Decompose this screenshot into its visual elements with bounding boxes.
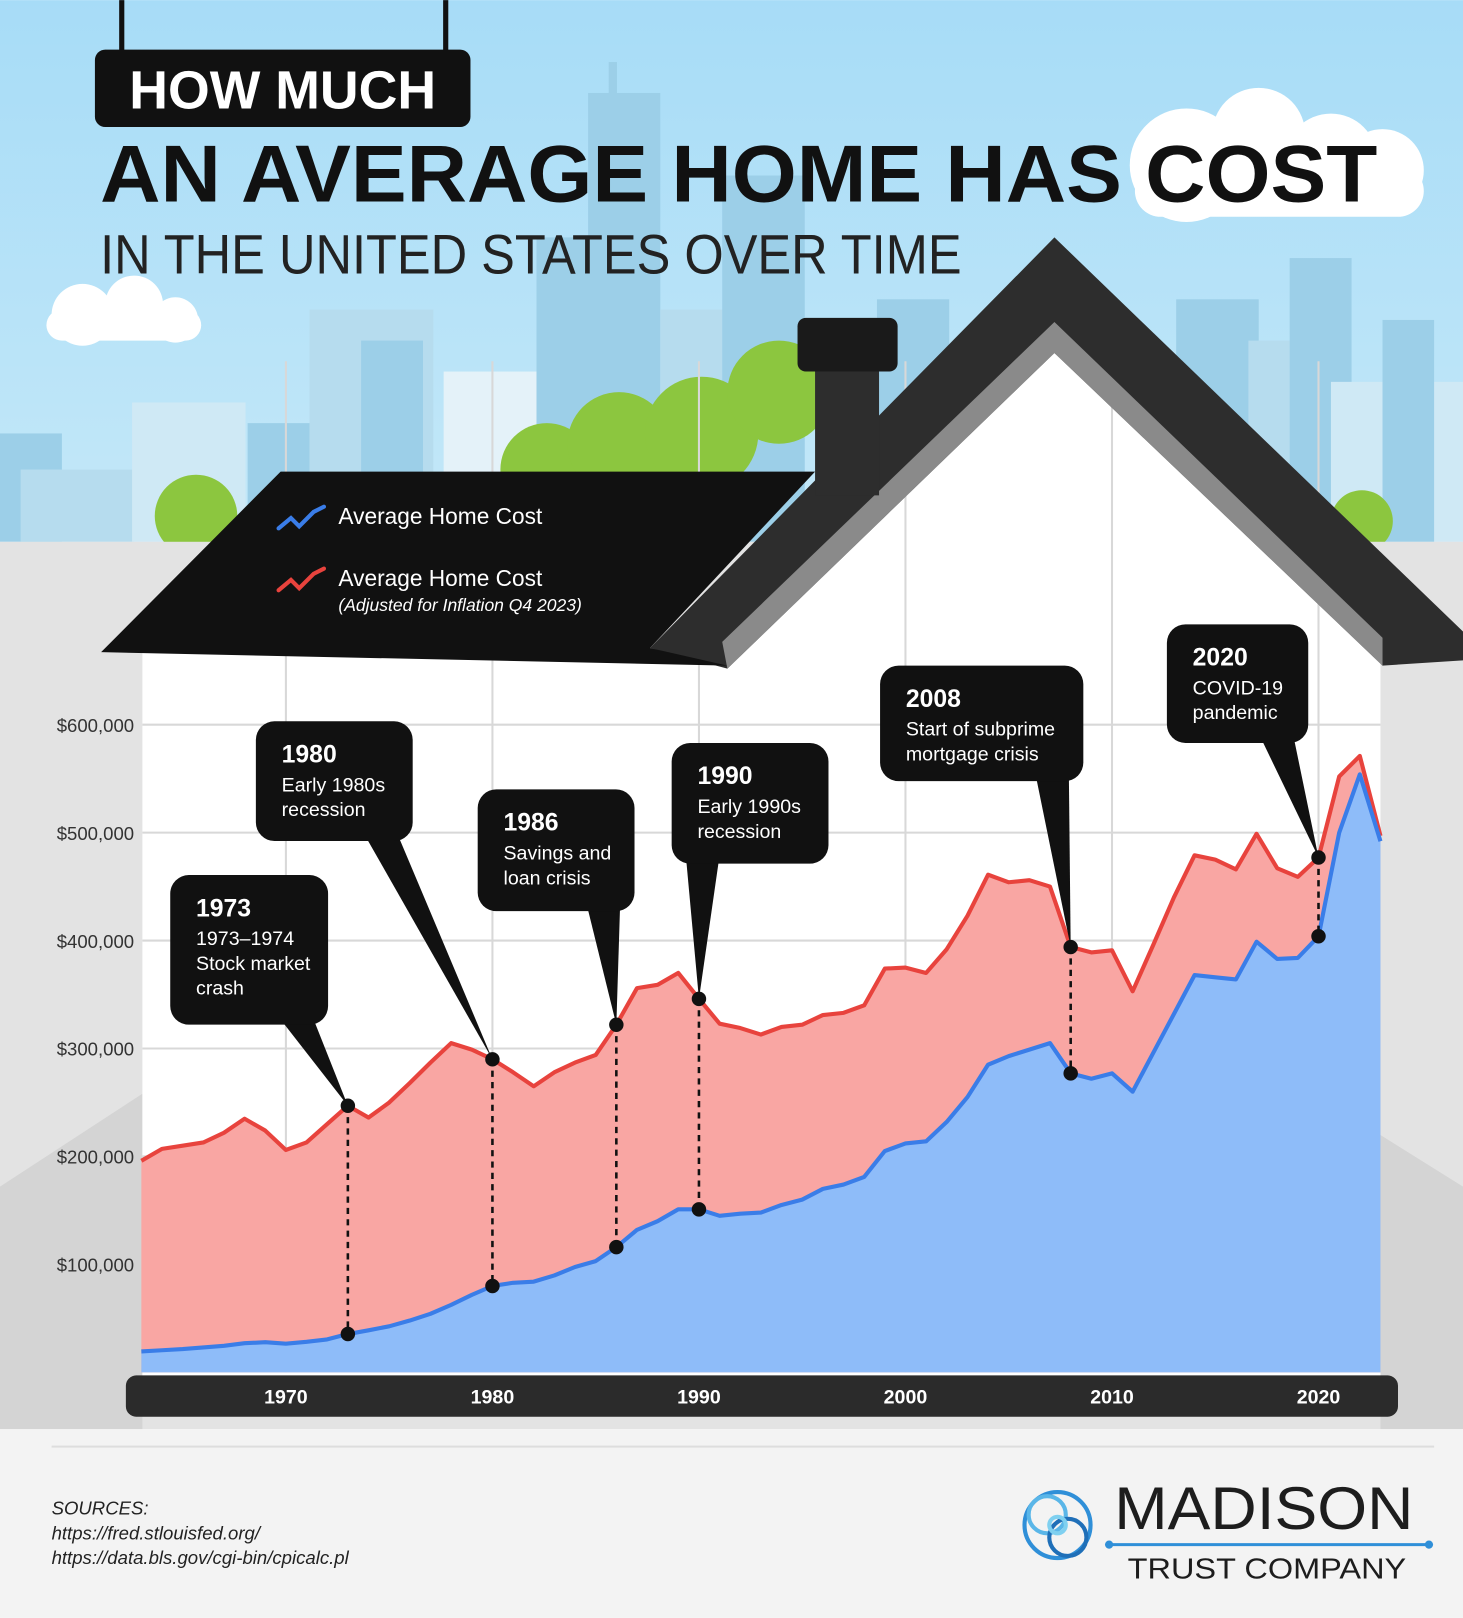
point — [340, 1098, 356, 1113]
logo-mark — [1022, 1489, 1093, 1561]
annotation-box — [671, 742, 829, 864]
legend-swatch — [276, 504, 327, 531]
pointer — [1035, 775, 1071, 948]
annotation-text: crash — [196, 978, 244, 1000]
ground-shadow — [1380, 1135, 1463, 1430]
annotation-text: recession — [697, 821, 781, 843]
annotation-text: recession — [282, 799, 366, 821]
point — [1311, 929, 1326, 944]
annotation-box — [880, 665, 1084, 782]
area — [141, 774, 1381, 1373]
legend-note: (Adjusted for Inflation Q4 2023) — [338, 595, 581, 615]
y-tick-label: $200,000 — [57, 1147, 134, 1168]
legend-label: Average Home Cost — [338, 503, 543, 529]
point — [691, 1202, 707, 1217]
x-tick-label: 1980 — [471, 1386, 515, 1408]
y-tick-label: $400,000 — [57, 931, 134, 952]
source: https://data.bls.gov/cgi-bin/cpicalc.pl — [52, 1547, 350, 1568]
annotation-text: mortgage crisis — [906, 744, 1039, 766]
sources-title: SOURCES: — [52, 1498, 149, 1519]
point — [485, 1278, 500, 1294]
y-tick-label: $300,000 — [57, 1039, 134, 1060]
annotation-box — [477, 789, 635, 912]
point — [485, 1052, 500, 1067]
pointer — [686, 858, 720, 999]
legend: Average Home Cost Average Home Cost (Adjus… — [276, 503, 582, 615]
annotation-year: 1986 — [503, 810, 558, 837]
brand-sub: TRUST COMPANY — [1128, 1554, 1407, 1586]
annotation-text: COVID-19 — [1193, 677, 1283, 699]
y-tick-label: $600,000 — [57, 715, 134, 736]
legend-swatch — [276, 566, 327, 593]
annotation-year: 1973 — [196, 895, 251, 922]
point — [1063, 1066, 1078, 1081]
chart-subtitle: IN THE UNITED STATES OVER TIME — [100, 224, 961, 286]
annotation-box — [1166, 624, 1309, 743]
annotation-text: Stock market — [196, 953, 311, 975]
point — [340, 1326, 356, 1342]
brand-dot — [1104, 1540, 1114, 1549]
point — [609, 1017, 624, 1032]
point — [691, 991, 707, 1007]
brand: MADISON — [1114, 1475, 1413, 1542]
legend-roof — [101, 471, 816, 666]
clouds — [46, 87, 1424, 346]
annotation-text: Early 1980s — [282, 774, 386, 796]
legend-label: Average Home Cost — [338, 565, 543, 591]
annotation-box — [170, 875, 329, 1025]
brand-dot — [1424, 1540, 1434, 1549]
annotation-year: 2008 — [906, 686, 961, 713]
point — [1311, 850, 1326, 865]
chart-title: AN AVERAGE HOME HAS COST — [100, 129, 1377, 219]
x-tick-label: 1970 — [264, 1386, 308, 1408]
annotation-text: loan crisis — [503, 867, 590, 889]
annotation-text: Savings and — [503, 843, 611, 865]
annotation-text: Early 1990s — [697, 796, 801, 818]
x-tick-label: 2010 — [1090, 1386, 1134, 1408]
point — [1063, 939, 1078, 955]
annotation-text: 1973–1974 — [196, 928, 294, 950]
axes: $100,000 $200,000 $300,000 $400,000 $500,000… — [57, 715, 1341, 1408]
y-tick-label: $100,000 — [57, 1255, 134, 1276]
chimney-cap — [797, 317, 898, 372]
y-tick-label: $500,000 — [57, 823, 134, 844]
pointer — [587, 905, 621, 1025]
annotation-box — [255, 721, 413, 841]
x-tick-label: 2020 — [1297, 1386, 1341, 1408]
annotation-year: 1980 — [282, 742, 337, 769]
x-tick-label: 1990 — [677, 1386, 721, 1408]
kicker: HOW MUCH — [129, 60, 436, 120]
point — [609, 1239, 624, 1255]
kicker-box — [94, 49, 471, 128]
ground-shadow — [0, 1093, 143, 1430]
chimney — [815, 350, 880, 496]
roof — [649, 237, 1463, 669]
x-axis-bar — [125, 1375, 1399, 1417]
annotation-text: pandemic — [1193, 702, 1278, 724]
annotation-text: Start of subprime — [906, 719, 1055, 741]
footer-band — [0, 1429, 1463, 1618]
x-tick-label: 2000 — [884, 1386, 928, 1408]
bushes — [154, 340, 1393, 558]
house-gable — [722, 340, 1381, 661]
annotation-year: 2020 — [1193, 645, 1248, 672]
source: https://fred.stlouisfed.org/ — [52, 1522, 262, 1543]
annotation-year: 1990 — [697, 763, 752, 790]
